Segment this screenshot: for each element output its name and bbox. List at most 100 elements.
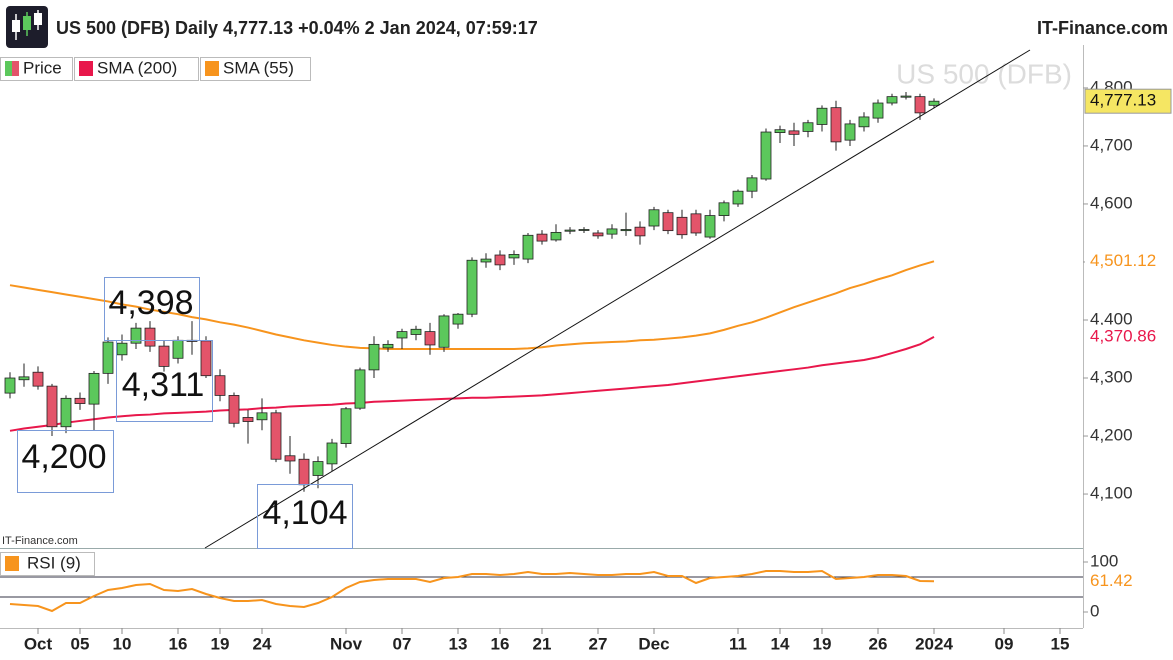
- x-tick-label: 10: [113, 634, 132, 653]
- candle-body: [102, 341, 114, 374]
- candle-body: [494, 254, 506, 266]
- candle-body: [634, 226, 646, 237]
- candle-body: [564, 229, 576, 232]
- candle-body: [802, 122, 814, 132]
- annotation-label: 4,311: [122, 366, 205, 404]
- candle-body: [242, 417, 254, 422]
- candle-body: [620, 229, 632, 232]
- candle-body: [312, 461, 324, 476]
- line-series: [9, 569, 935, 613]
- candle-body: [648, 209, 660, 227]
- price-tag-label: 61.42: [1090, 571, 1133, 590]
- candle-body: [256, 412, 268, 421]
- x-tick-label: 19: [813, 634, 832, 653]
- x-tick-label: Nov: [330, 634, 363, 653]
- candle-body: [900, 95, 912, 98]
- y-tick-label: 4,700: [1090, 135, 1133, 154]
- candle-body: [438, 315, 450, 348]
- price-tag-label: 4,370.86: [1090, 326, 1156, 345]
- legend-swatch: [205, 61, 219, 76]
- candle-body: [690, 213, 702, 234]
- x-tick-label: 11: [729, 634, 747, 653]
- y-tick-label: 4,100: [1090, 484, 1133, 503]
- annotation-label: 4,398: [108, 284, 193, 322]
- candle-body: [732, 190, 744, 205]
- legend-label: Price: [23, 58, 62, 77]
- x-tick-label: 2024: [915, 634, 953, 653]
- candle-body: [116, 342, 128, 356]
- candle-body: [4, 377, 16, 394]
- x-tick-label: 09: [995, 634, 1014, 653]
- candle-body: [284, 455, 296, 462]
- candle-body: [214, 375, 226, 396]
- annotation-label: 4,200: [21, 438, 106, 476]
- legend-box: [200, 57, 311, 81]
- annotation-box: [17, 430, 114, 493]
- candle-body: [158, 345, 170, 367]
- candle-body: [32, 371, 44, 387]
- x-tick-label: 19: [211, 634, 230, 653]
- trend-line: [204, 49, 1031, 549]
- candle-body: [228, 395, 240, 424]
- candle-body: [746, 177, 758, 192]
- y-tick-label: 4,600: [1090, 193, 1133, 212]
- candle-body: [60, 397, 72, 428]
- candle-body: [18, 376, 30, 381]
- candle-body: [928, 100, 940, 106]
- legend-label: RSI (9): [27, 553, 81, 572]
- candle-body: [368, 343, 380, 371]
- legend-swatch: [79, 61, 93, 76]
- x-tick-label: Oct: [24, 634, 53, 653]
- x-tick-label: 13: [449, 634, 468, 653]
- candle-body: [424, 331, 436, 346]
- candle-body: [340, 408, 352, 444]
- legend-label: SMA (55): [223, 58, 294, 77]
- rsi-y-tick-label: 0: [1090, 601, 1099, 620]
- line-series: [9, 336, 935, 432]
- candle-body: [788, 130, 800, 135]
- candle-body: [74, 397, 86, 404]
- candle-body: [760, 131, 772, 180]
- candle-body: [592, 232, 604, 237]
- candle-body: [550, 231, 562, 241]
- candle-body: [508, 254, 520, 259]
- candle-body: [522, 234, 534, 260]
- candle-body: [578, 229, 590, 231]
- x-tick-label: 27: [589, 634, 608, 653]
- candle-body: [88, 372, 100, 405]
- legend-swatch: [12, 61, 19, 76]
- x-tick-label: 16: [169, 634, 188, 653]
- candle-body: [830, 107, 842, 143]
- line-series: [9, 260, 935, 351]
- x-tick-label: 16: [491, 634, 510, 653]
- candle-body: [914, 96, 926, 114]
- x-tick-label: 24: [253, 634, 272, 653]
- candle-body: [326, 442, 338, 465]
- candle-body: [396, 331, 408, 339]
- price-tag: [1085, 324, 1171, 349]
- candle-body: [480, 258, 492, 263]
- rsi-y-tick-label: 100: [1090, 551, 1118, 570]
- x-tick-label: 21: [533, 634, 552, 653]
- candle-body: [452, 313, 464, 325]
- x-tick-label: 15: [1051, 634, 1070, 653]
- x-tick-label: 05: [71, 634, 90, 653]
- x-tick-label: 26: [869, 634, 888, 653]
- watermark: US 500 (DFB): [896, 58, 1072, 89]
- candle-body: [144, 327, 156, 347]
- price-tag-label: 4,777.13: [1090, 91, 1156, 110]
- annotation-box: [116, 340, 213, 422]
- price-tag: [1085, 569, 1171, 594]
- candle-body: [270, 412, 282, 460]
- candle-body: [172, 339, 184, 359]
- annotation-label: 4,104: [262, 494, 347, 532]
- candle-body: [704, 215, 716, 238]
- header-title: US 500 (DFB) Daily 4,777.13 +0.04% 2 Jan…: [56, 18, 538, 38]
- candle-body: [536, 233, 548, 242]
- annotation-box: [257, 484, 353, 549]
- candle-body: [718, 202, 730, 216]
- legend-label: SMA (200): [97, 58, 177, 77]
- legend-swatch: [5, 556, 19, 571]
